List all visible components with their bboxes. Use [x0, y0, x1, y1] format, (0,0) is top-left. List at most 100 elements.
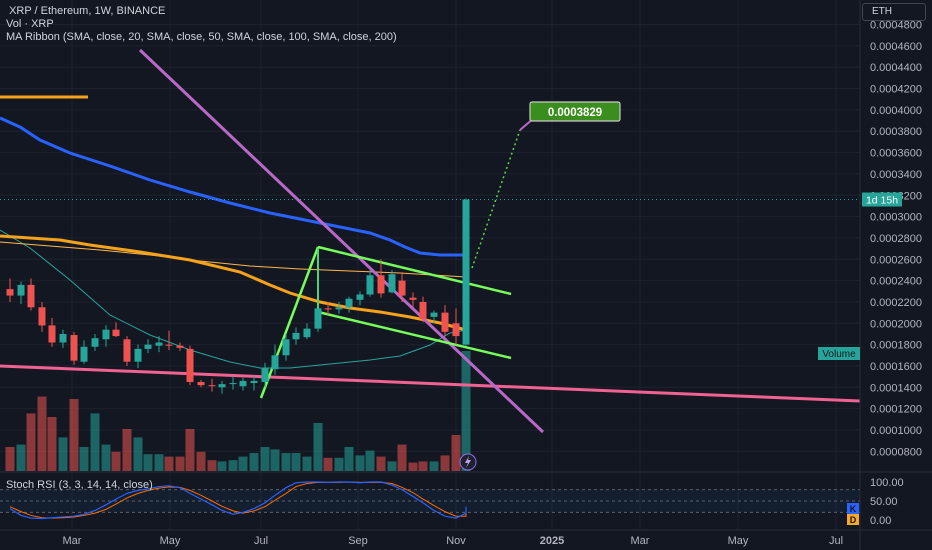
price-tick-label: 0.0001600 [870, 361, 922, 373]
volume-bar [419, 461, 428, 471]
candle-body [431, 313, 438, 317]
candle-body [240, 381, 247, 386]
candle-body [420, 302, 427, 319]
pink-support-trendline [0, 366, 860, 401]
volume-bar [91, 413, 100, 471]
volume-bar [48, 417, 57, 471]
volume-bar [239, 457, 248, 471]
volume-bar [197, 452, 206, 471]
price-tick-label: 0.0002200 [870, 297, 922, 309]
volume-bar [17, 445, 26, 471]
volume-bar [345, 447, 354, 471]
volume-bar [388, 461, 397, 471]
price-tick-label: 0.0004000 [870, 105, 922, 117]
candle-body [92, 338, 99, 347]
candle-body [230, 383, 237, 384]
candle-body [283, 339, 290, 355]
time-tick-label: May [160, 535, 181, 547]
candle-body [135, 349, 142, 362]
price-tick-label: 0.0001400 [870, 382, 922, 394]
price-tick-label: 0.0001800 [870, 340, 922, 352]
volume-bar [144, 454, 153, 471]
rsi-tick-label: 100.00 [870, 477, 904, 489]
volume-bar [123, 429, 132, 471]
target-annotation[interactable]: 0.0003829 [460, 102, 620, 470]
candle-body [124, 339, 131, 361]
candle-body [378, 275, 385, 293]
volume-bar [229, 460, 238, 471]
stoch-rsi-legend[interactable]: Stoch RSI (3, 3, 14, 14, close) [6, 479, 153, 491]
candlesticks [0, 198, 860, 393]
candle-body [81, 347, 88, 362]
candle-body [325, 308, 332, 309]
rsi-badge-label: K [850, 504, 857, 514]
flagpole-line [261, 247, 318, 398]
candle-body [357, 294, 364, 299]
candle-body [71, 335, 78, 361]
candle-body [103, 330, 110, 340]
volume-bar [218, 461, 227, 471]
candle-body [209, 385, 216, 386]
symbol-legend[interactable]: XRP / Ethereum, 1W, BINANCE [6, 5, 165, 17]
rsi-tick-label: 50.00 [870, 496, 898, 508]
volume-bar [324, 458, 333, 471]
symbol-title: XRP / Ethereum, 1W, BINANCE [9, 5, 165, 17]
volume-bar [102, 445, 111, 471]
candle-body [166, 345, 173, 346]
price-tick-label: 0.0002400 [870, 276, 922, 288]
candle-body [315, 308, 322, 328]
time-tick-label: May [728, 535, 749, 547]
time-tick-label: 2025 [540, 535, 564, 547]
candle-body [177, 346, 184, 348]
price-tick-label: 0.0001200 [870, 404, 922, 416]
candle-body [272, 355, 279, 369]
candle-body [389, 274, 396, 292]
volume-bar [377, 457, 386, 471]
time-tick-label: Mar [631, 535, 650, 547]
volume-bar [462, 351, 471, 471]
price-tick-label: 0.0004600 [870, 41, 922, 53]
price-tick-label: 0.0004200 [870, 84, 922, 96]
candle-body [304, 329, 311, 338]
volume-bar [314, 423, 323, 471]
volume-bar [303, 457, 312, 471]
ma-ribbon-legend[interactable]: MA Ribbon (SMA, close, 20, SMA, close, 5… [6, 31, 397, 43]
countdown-label: 1d 15h [866, 195, 898, 207]
trendlines[interactable] [0, 50, 860, 432]
candle-body [187, 349, 194, 382]
price-tick-label: 0.0004800 [870, 20, 922, 32]
volume-bar [250, 453, 259, 471]
candle-body [49, 325, 56, 342]
candle-body [39, 307, 46, 325]
projection-dotted-line [472, 130, 520, 268]
volume-bar [335, 458, 344, 471]
time-tick-label: Jul [829, 535, 843, 547]
candle-body [60, 334, 67, 343]
volume-bar [366, 451, 375, 471]
volume-bar [80, 447, 89, 471]
volume-bar [155, 454, 164, 471]
volume-bar [134, 437, 143, 471]
candle-body [28, 285, 35, 307]
volume-bar [292, 453, 301, 471]
volume-bar [441, 455, 450, 471]
volume-bar [356, 455, 365, 471]
volume-bar [282, 453, 291, 471]
time-tick-label: Nov [446, 535, 466, 547]
volume-bar [176, 457, 185, 471]
volume-bar [27, 413, 36, 471]
volume-bar [271, 449, 280, 471]
volume-bar [70, 399, 79, 471]
rsi-badge-label: D [850, 515, 857, 525]
price-tick-label: 0.0000800 [870, 446, 922, 458]
volume-bar [208, 460, 217, 471]
candle-body [293, 333, 300, 339]
volume-bar [186, 429, 195, 471]
candle-body [442, 313, 449, 332]
volume-legend[interactable]: Vol · XRP [6, 18, 54, 30]
ma-50-line [0, 236, 466, 330]
price-tick-label: 0.0002800 [870, 233, 922, 245]
currency-button[interactable]: ETH [862, 3, 926, 21]
volume-bar [165, 457, 174, 471]
